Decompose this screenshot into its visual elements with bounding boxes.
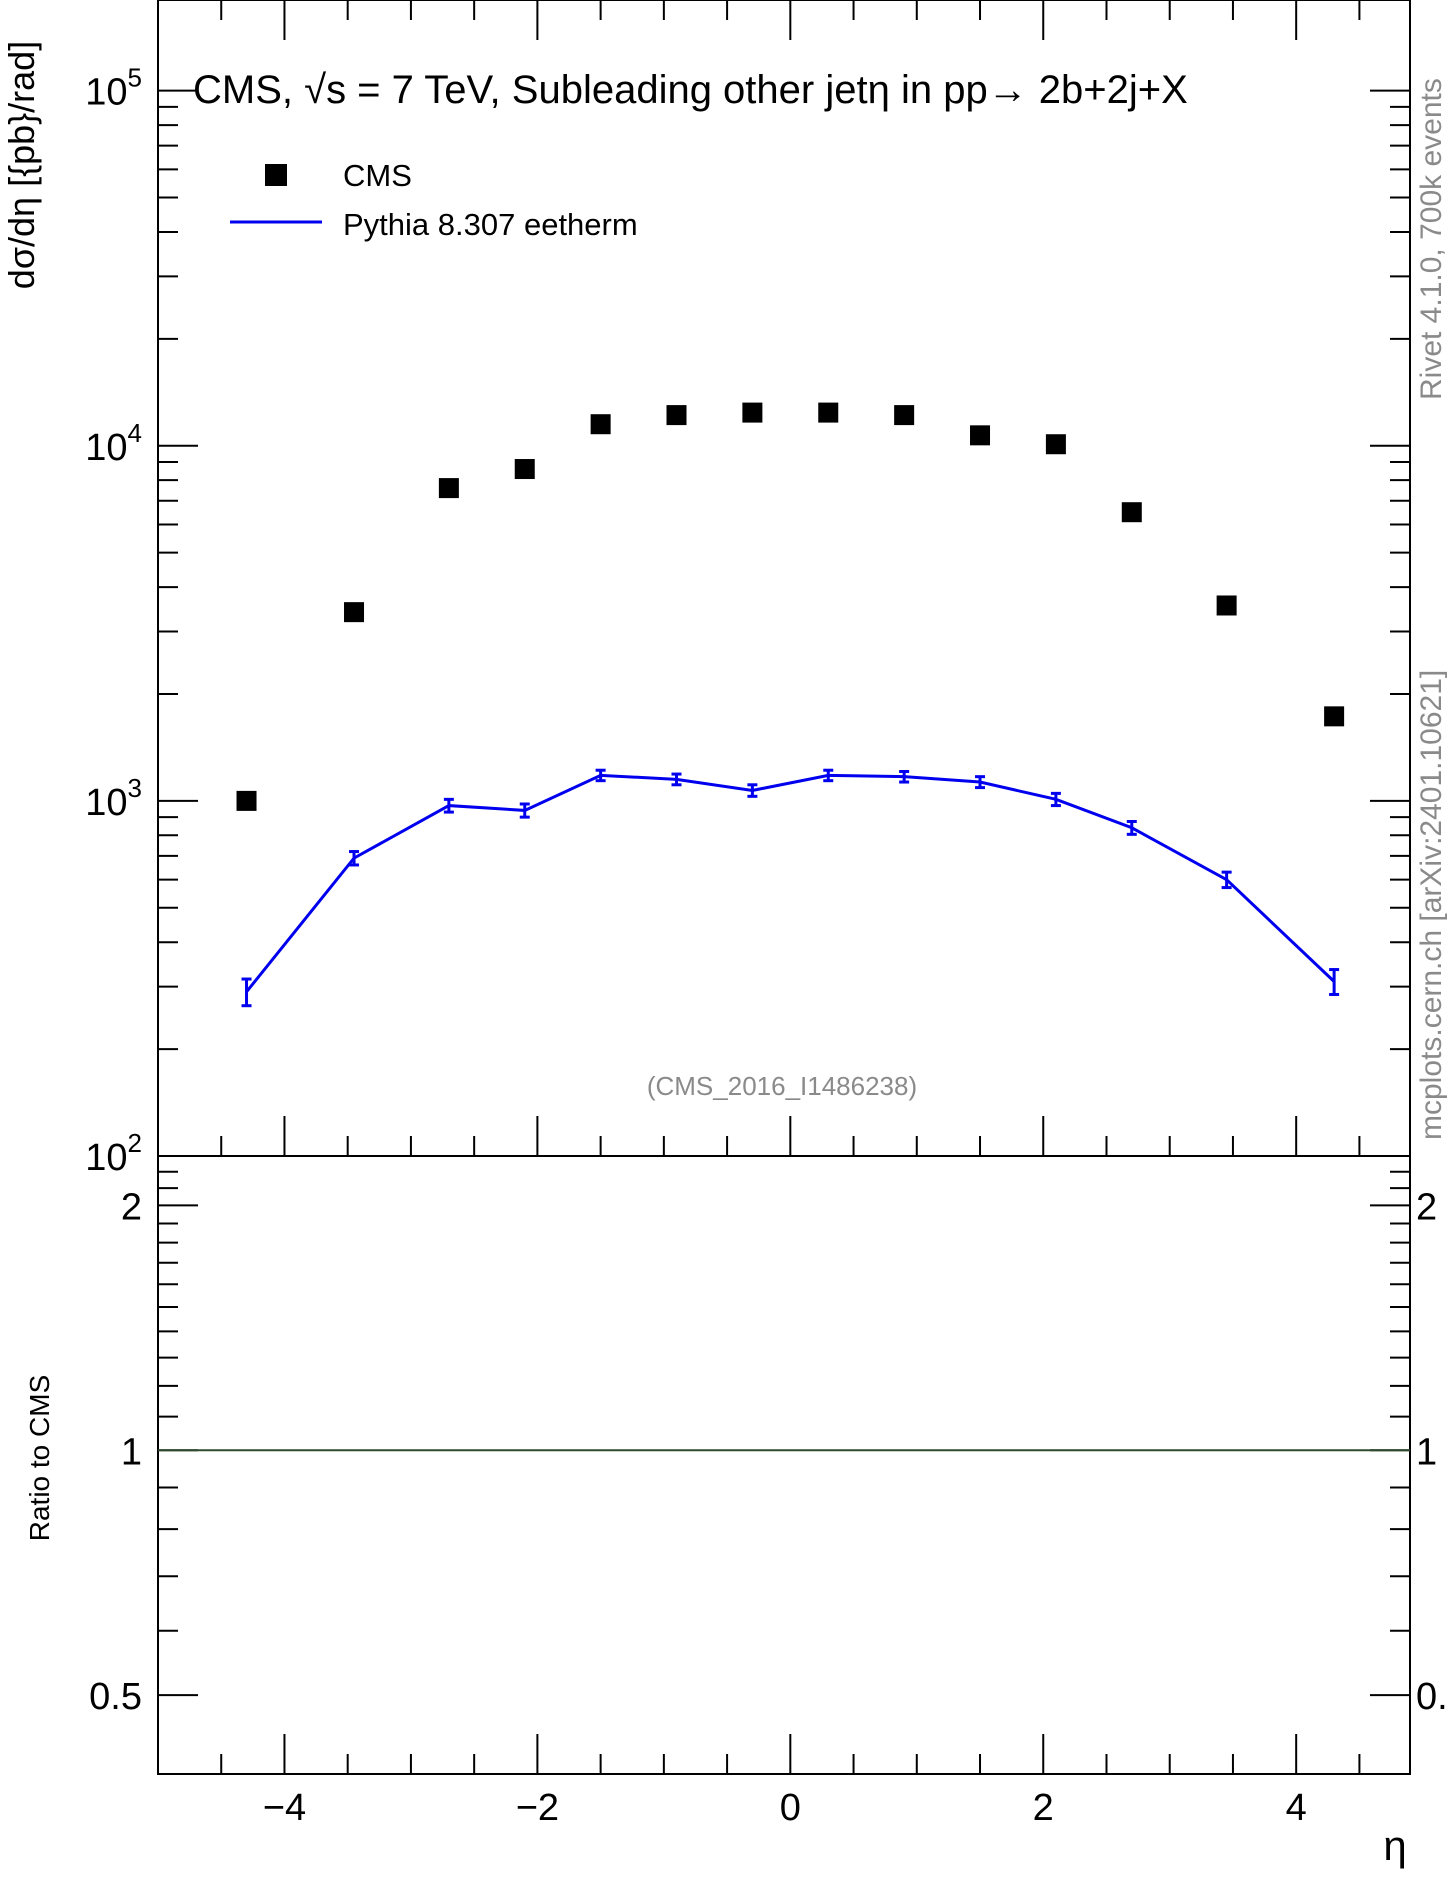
cms-data-point xyxy=(742,402,763,423)
ratio-tick-label: 1 xyxy=(121,1431,142,1473)
x-tick-label: −4 xyxy=(263,1787,306,1829)
cms-data-point xyxy=(1216,595,1237,616)
pythia-error-bar xyxy=(899,769,910,784)
cms-data-point xyxy=(438,478,459,499)
y-tick-label: 104 xyxy=(85,418,142,469)
cms-data-point xyxy=(514,459,535,480)
y-tick-base: 10 xyxy=(85,782,127,824)
cms-data-point xyxy=(590,414,611,435)
y-tick-label: 102 xyxy=(85,1128,142,1179)
pythia-error-bar xyxy=(1126,819,1137,836)
x-tick-label: 2 xyxy=(1033,1787,1054,1829)
y-tick-exponent: 4 xyxy=(128,418,142,448)
legend: CMS Pythia 8.307 eetherm xyxy=(230,158,638,242)
pythia-error-bar xyxy=(443,797,454,814)
ratio-tick-label-right: 1 xyxy=(1416,1431,1437,1473)
cms-data-point xyxy=(344,602,365,623)
ratio-plot-frame xyxy=(157,1155,1411,1775)
pythia-error-bar xyxy=(823,768,834,783)
y-tick-exponent: 2 xyxy=(128,1128,142,1158)
pythia-error-bar xyxy=(349,850,360,867)
ratio-tick-label-right: 0. xyxy=(1416,1676,1448,1718)
cms-data-point xyxy=(236,790,257,811)
pythia-error-bar xyxy=(975,775,986,790)
pythia-error-bar xyxy=(671,772,682,787)
main-axis-ticks xyxy=(158,0,1410,1157)
cms-data-point xyxy=(1324,706,1345,727)
ratio-tick-label-right: 2 xyxy=(1416,1186,1437,1228)
ratio-tick-label: 2 xyxy=(121,1186,142,1228)
x-tick-label: 0 xyxy=(780,1787,801,1829)
y-tick-label: 105 xyxy=(85,63,142,114)
x-tick-label: 4 xyxy=(1286,1787,1307,1829)
y-tick-base: 10 xyxy=(85,427,127,469)
pythia-error-bar xyxy=(747,783,758,798)
mcplots-label: mcplots.cern.ch [arXiv:2401.10621] xyxy=(1415,670,1448,1140)
y-tick-exponent: 5 xyxy=(128,63,142,93)
y-tick-base: 10 xyxy=(85,1137,127,1179)
plot-title: CMS, √s = 7 TeV, Subleading other jetη i… xyxy=(193,68,1188,112)
ratio-tick-label: 0.5 xyxy=(89,1676,142,1718)
cms-data-point xyxy=(1121,502,1142,523)
pythia-error-bar xyxy=(1329,968,1340,996)
pythia-error-bar xyxy=(1221,870,1232,890)
y-axis-title: dσ/dη [{pb}/rad] xyxy=(1,41,42,289)
pythia-error-bar xyxy=(595,768,606,783)
ratio-axis-title: Ratio to CMS xyxy=(24,1375,55,1542)
pythia-line xyxy=(245,773,1336,993)
cms-data-point xyxy=(1045,434,1066,455)
legend-marker-cms xyxy=(265,164,287,186)
rivet-version-label: Rivet 4.1.0, 700k events xyxy=(1415,78,1448,400)
ratio-axis-ticks xyxy=(158,1170,1410,1775)
cms-data-point xyxy=(818,402,839,423)
cms-data-point xyxy=(970,425,991,446)
legend-label-cms: CMS xyxy=(343,158,412,193)
legend-label-pythia: Pythia 8.307 eetherm xyxy=(343,207,638,242)
x-axis-title: η xyxy=(1383,1822,1406,1869)
pythia-error-bar xyxy=(519,802,530,819)
cms-data-point xyxy=(894,405,915,426)
pythia-error-bar xyxy=(1050,791,1061,808)
analysis-label: (CMS_2016_I1486238) xyxy=(647,1071,917,1101)
x-tick-label: −2 xyxy=(516,1787,559,1829)
y-tick-label: 103 xyxy=(85,773,142,824)
y-tick-exponent: 3 xyxy=(128,773,142,803)
cms-data-point xyxy=(666,405,687,426)
pythia-error-bar xyxy=(241,977,252,1008)
y-tick-base: 10 xyxy=(85,72,127,114)
series-layer xyxy=(158,402,1410,1452)
